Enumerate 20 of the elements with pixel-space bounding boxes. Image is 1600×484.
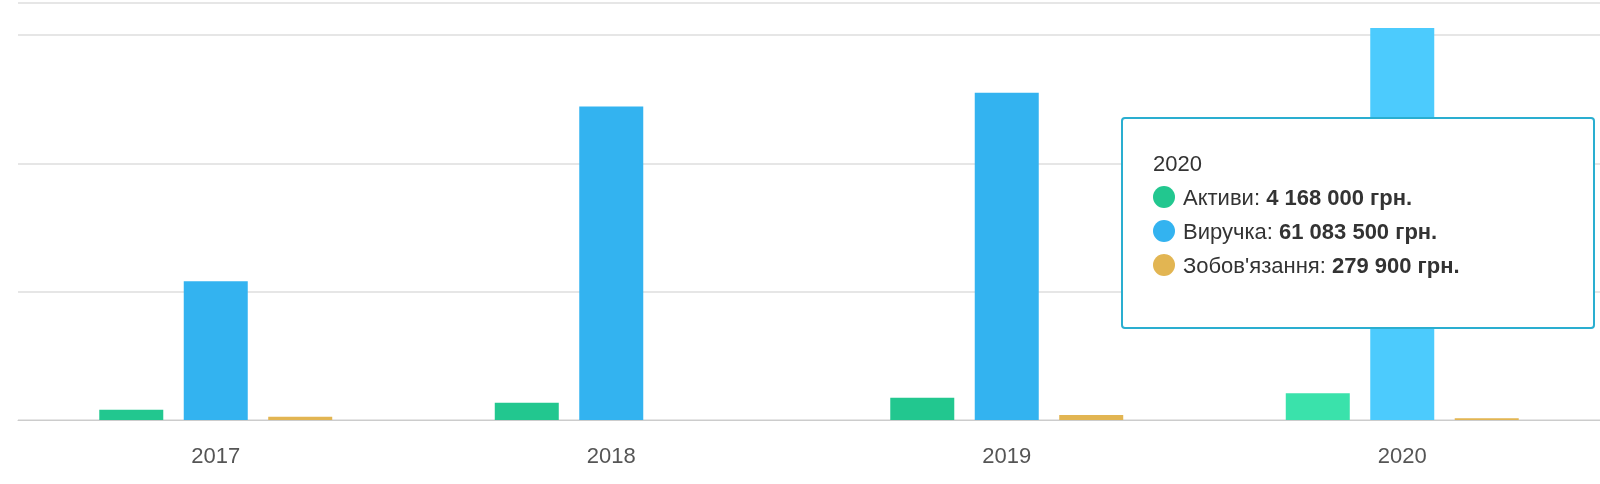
bar bbox=[1285, 393, 1350, 420]
x-tick-label: 2020 bbox=[1377, 442, 1427, 468]
annotation: 2020 bbox=[1153, 150, 1203, 178]
bar bbox=[890, 397, 955, 420]
x-tick-label: 2019 bbox=[982, 442, 1032, 468]
legend-label: Виручка: bbox=[1183, 219, 1273, 244]
bar bbox=[494, 402, 559, 420]
annotation: 61 083 500 грн. bbox=[1279, 219, 1438, 244]
bar bbox=[268, 416, 333, 420]
legend-label: Активи: bbox=[1183, 185, 1260, 210]
bar bbox=[1059, 414, 1124, 420]
annotation: 4 168 000 грн. bbox=[1266, 185, 1413, 210]
annotation: 279 900 грн. bbox=[1331, 253, 1460, 278]
bar bbox=[974, 92, 1039, 420]
x-tick-label: 2018 bbox=[586, 442, 636, 468]
legend-label: Зобов'язання: bbox=[1183, 253, 1326, 278]
bar bbox=[579, 106, 644, 420]
bar bbox=[99, 409, 164, 420]
bar bbox=[183, 281, 248, 420]
x-tick-label: 2017 bbox=[191, 442, 241, 468]
